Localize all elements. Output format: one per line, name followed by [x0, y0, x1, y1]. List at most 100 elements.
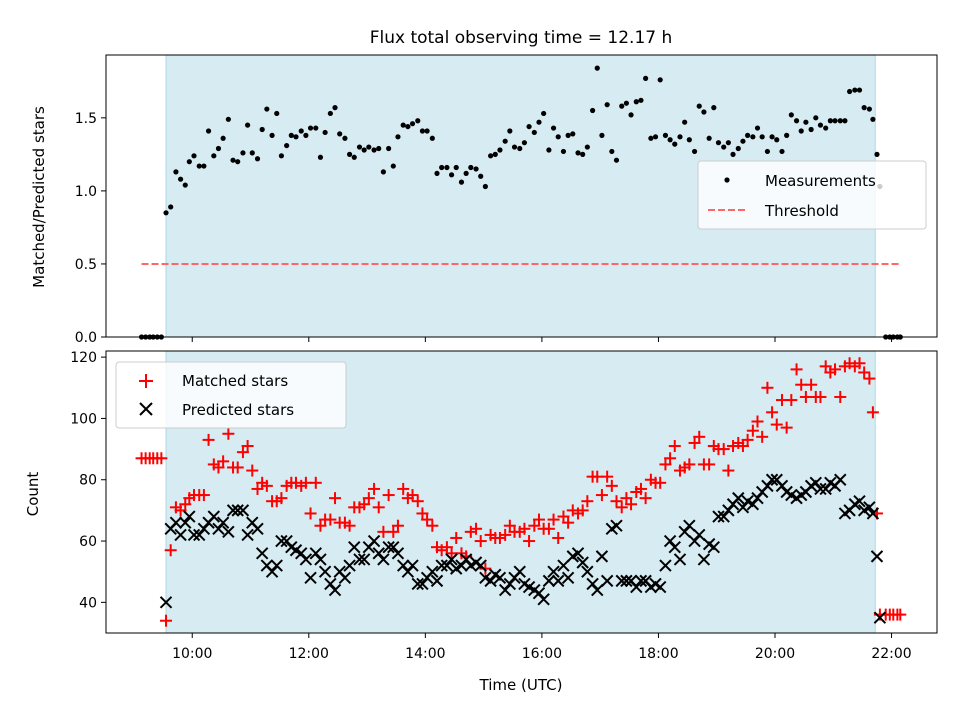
- predicted-star-point: [586, 577, 599, 591]
- matched-star-point: [576, 504, 589, 517]
- predicted-star-point: [498, 583, 512, 597]
- measurement-point: [735, 145, 741, 152]
- measurement-point: [861, 105, 867, 111]
- predicted-x-b: [819, 482, 832, 496]
- predicted-star-point: [863, 501, 876, 514]
- predicted-x-b: [231, 504, 244, 517]
- measurement-point: [613, 157, 620, 163]
- predicted-x-b: [251, 522, 264, 535]
- matched-star-point: [362, 492, 375, 505]
- predicted-x-b: [426, 565, 439, 578]
- measurement-point: [619, 103, 625, 109]
- matched-star-point: [639, 492, 652, 505]
- predicted-x-b: [280, 534, 293, 548]
- predicted-star-point: [870, 550, 884, 563]
- matched-star-point: [894, 608, 907, 621]
- predicted-star-point: [231, 504, 244, 517]
- predicted-x-b: [318, 565, 332, 578]
- measurement-point: [278, 153, 285, 159]
- measurement-point: [434, 170, 440, 176]
- measurement-point: [803, 119, 809, 125]
- bottom-y-tick-label: 100: [70, 411, 97, 427]
- measurement-point: [711, 105, 717, 111]
- predicted-x-b: [600, 574, 614, 588]
- measurement-point: [186, 159, 192, 165]
- predicted-star-point: [348, 540, 361, 554]
- predicted-star-point: [722, 504, 735, 517]
- matched-star-point: [866, 406, 879, 419]
- predicted-x-b: [610, 519, 623, 532]
- matched-star-point: [343, 519, 356, 532]
- bottom-x-tick-label: 22:00: [871, 646, 911, 662]
- matched-star-point: [693, 430, 706, 443]
- predicted-x-b: [391, 547, 405, 560]
- measurement-point: [575, 150, 581, 156]
- predicted-x-b: [834, 473, 847, 486]
- measurement-point: [541, 110, 547, 117]
- measurement-point: [570, 131, 576, 137]
- predicted-x-b: [873, 611, 887, 624]
- predicted-x-b: [469, 556, 483, 569]
- predicted-x-b: [212, 522, 225, 535]
- predicted-star-point: [459, 553, 473, 566]
- predicted-star-point: [834, 473, 847, 486]
- measurement-point: [380, 169, 386, 175]
- matched-star-point: [329, 492, 342, 505]
- measurement-point: [633, 99, 639, 105]
- measurement-point: [550, 125, 557, 131]
- predicted-x-b: [547, 565, 560, 578]
- measurement-point: [395, 134, 401, 140]
- measurement-point: [846, 88, 853, 95]
- predicted-star-point: [353, 553, 366, 566]
- legend-threshold-label: Threshold: [764, 202, 839, 220]
- measurement-point: [386, 145, 392, 152]
- predicted-x-b: [761, 479, 774, 493]
- predicted-x-b: [411, 577, 424, 591]
- matched-star-point: [761, 381, 774, 394]
- matched-star-point: [834, 390, 847, 403]
- predicted-x-b: [824, 476, 837, 490]
- predicted-x-b: [717, 510, 730, 523]
- top-panel: 0.0 0.5 1.0 1.5 Matched/Predicted stars Mea…: [30, 54, 938, 346]
- matched-star-point: [212, 461, 225, 474]
- measurement-point: [852, 87, 858, 93]
- predicted-x-b: [455, 559, 468, 572]
- measurement-point: [784, 132, 790, 138]
- predicted-x-b: [853, 494, 866, 508]
- predicted-x-b: [304, 571, 317, 585]
- matched-star-point: [470, 522, 483, 535]
- measurement-point: [657, 77, 663, 83]
- measurement-point: [531, 129, 537, 136]
- predicted-star-point: [581, 565, 594, 578]
- measurement-point: [191, 153, 197, 159]
- predicted-x-b: [207, 510, 221, 523]
- predicted-star-point: [814, 482, 827, 496]
- predicted-x-b: [653, 580, 667, 594]
- predicted-star-point: [445, 553, 458, 566]
- matched-star-point: [790, 363, 803, 376]
- predicted-star-point: [683, 519, 696, 532]
- matched-star-point: [547, 513, 560, 526]
- measurement-point: [638, 97, 644, 103]
- matched-star-point: [853, 357, 866, 370]
- measurement-point: [249, 150, 255, 156]
- matched-star-point: [397, 482, 410, 495]
- measurement-point: [225, 116, 231, 122]
- measurement-point: [478, 173, 484, 179]
- predicted-x-b: [765, 473, 779, 486]
- predicted-x-b: [236, 504, 250, 517]
- matched-star-point: [683, 458, 696, 471]
- predicted-x-b: [328, 583, 342, 597]
- matched-star-point: [625, 498, 638, 511]
- predicted-star-point: [873, 611, 887, 624]
- measurement-point: [555, 134, 561, 140]
- measurement-point: [521, 140, 528, 146]
- predicted-x-b: [396, 559, 410, 572]
- predicted-x-b: [630, 580, 643, 594]
- predicted-star-point: [372, 547, 385, 560]
- measurement-point: [274, 110, 280, 117]
- matched-star-point: [829, 363, 842, 376]
- measurement-point: [298, 128, 304, 134]
- predicted-star-point: [382, 540, 395, 554]
- top-y-tick-label: 1.5: [75, 111, 97, 127]
